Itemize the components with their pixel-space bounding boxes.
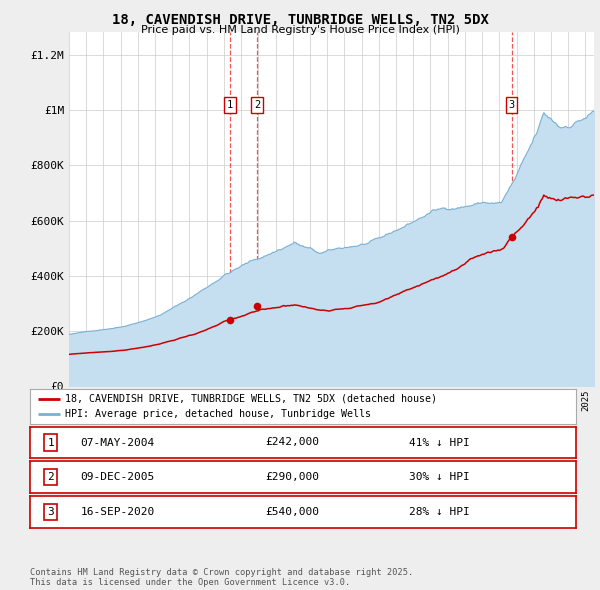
Text: 41% ↓ HPI: 41% ↓ HPI	[409, 438, 470, 447]
Text: 30% ↓ HPI: 30% ↓ HPI	[409, 473, 470, 482]
Text: 18, CAVENDISH DRIVE, TUNBRIDGE WELLS, TN2 5DX: 18, CAVENDISH DRIVE, TUNBRIDGE WELLS, TN…	[112, 13, 488, 27]
Text: 28% ↓ HPI: 28% ↓ HPI	[409, 507, 470, 517]
Text: Price paid vs. HM Land Registry's House Price Index (HPI): Price paid vs. HM Land Registry's House …	[140, 25, 460, 35]
Text: 09-DEC-2005: 09-DEC-2005	[80, 473, 154, 482]
Text: 07-MAY-2004: 07-MAY-2004	[80, 438, 154, 447]
Text: £242,000: £242,000	[265, 438, 319, 447]
Text: 2: 2	[47, 473, 54, 482]
Text: £290,000: £290,000	[265, 473, 319, 482]
Text: 16-SEP-2020: 16-SEP-2020	[80, 507, 154, 517]
Text: 1: 1	[47, 438, 54, 447]
Text: 3: 3	[508, 100, 515, 110]
Text: Contains HM Land Registry data © Crown copyright and database right 2025.
This d: Contains HM Land Registry data © Crown c…	[30, 568, 413, 587]
Text: 2: 2	[254, 100, 260, 110]
Text: 3: 3	[47, 507, 54, 517]
Text: £540,000: £540,000	[265, 507, 319, 517]
Text: 1: 1	[227, 100, 233, 110]
Text: HPI: Average price, detached house, Tunbridge Wells: HPI: Average price, detached house, Tunb…	[65, 409, 371, 419]
Text: 18, CAVENDISH DRIVE, TUNBRIDGE WELLS, TN2 5DX (detached house): 18, CAVENDISH DRIVE, TUNBRIDGE WELLS, TN…	[65, 394, 437, 404]
